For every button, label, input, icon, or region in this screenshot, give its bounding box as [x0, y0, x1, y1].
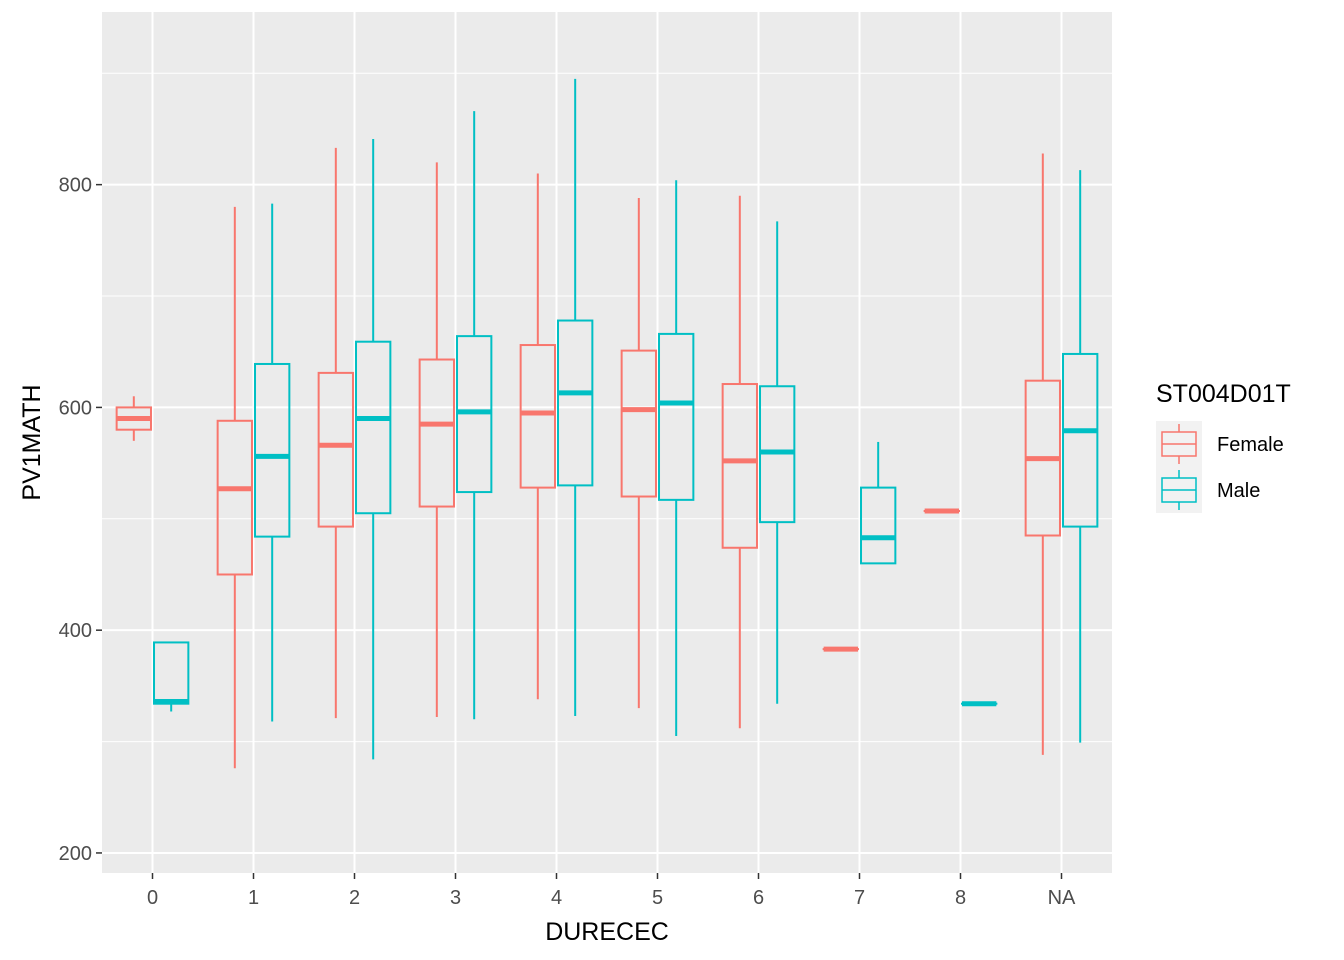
- y-tick-label: 800: [59, 175, 92, 197]
- y-tick-label: 400: [59, 620, 92, 642]
- box-iqr: [254, 362, 291, 538]
- x-tick-label: 1: [248, 887, 259, 909]
- legend-title: ST004D01T: [1156, 380, 1291, 408]
- x-tick-label: 5: [652, 887, 663, 909]
- box-male-2: [355, 138, 392, 760]
- x-tick-label: 6: [753, 887, 764, 909]
- box-male-NA: [1062, 170, 1099, 743]
- legend-item-female: Female: [1156, 421, 1284, 467]
- legend-label: Male: [1217, 480, 1260, 502]
- x-tick-label: 0: [147, 887, 158, 909]
- box-female-2: [317, 147, 354, 719]
- box-male-3: [456, 111, 493, 720]
- y-tick-label: 200: [59, 843, 92, 865]
- minor-gridlines: [102, 72, 1112, 743]
- box-iqr: [721, 383, 758, 549]
- box-female-1: [216, 206, 253, 769]
- plot-panel: [102, 12, 1112, 873]
- box-male-4: [557, 78, 594, 716]
- box-female-NA: [1024, 153, 1061, 755]
- x-axis: 0 1 2 3 4 5 6 7 8 NA: [147, 873, 1076, 909]
- box-male-0: [153, 641, 190, 712]
- box-male-7: [860, 441, 897, 565]
- legend-label: Female: [1217, 434, 1284, 456]
- box-male-1: [254, 203, 291, 722]
- legend-item-male: Male: [1156, 467, 1260, 513]
- x-tick-label: NA: [1048, 887, 1076, 909]
- x-axis-title: DURECEC: [545, 918, 669, 946]
- box-male-5: [658, 180, 695, 736]
- box-female-6: [721, 195, 758, 729]
- box-iqr: [418, 358, 455, 508]
- box-iqr: [620, 349, 657, 498]
- y-axis-title: PV1MATH: [18, 384, 46, 500]
- box-iqr: [216, 419, 253, 576]
- box-iqr: [658, 332, 695, 501]
- box-male-6: [759, 221, 796, 704]
- x-tick-label: 8: [955, 887, 966, 909]
- x-tick-label: 7: [854, 887, 865, 909]
- x-tick-label: 2: [349, 887, 360, 909]
- major-gridlines: [102, 12, 1112, 873]
- x-tick-label: 4: [551, 887, 562, 909]
- box-iqr: [557, 319, 594, 487]
- box-iqr: [317, 371, 354, 528]
- box-iqr: [519, 344, 556, 489]
- legend: ST004D01T Female Male: [1156, 380, 1291, 513]
- box-series: [115, 78, 1099, 769]
- x-tick-label: 3: [450, 887, 461, 909]
- y-axis: 200 400 600 800: [59, 175, 102, 865]
- box-iqr: [860, 486, 897, 565]
- box-female-4: [519, 173, 556, 700]
- legend-items: Female Male: [1156, 421, 1284, 513]
- box-female-0: [115, 396, 152, 441]
- box-female-5: [620, 198, 657, 709]
- box-iqr: [355, 340, 392, 515]
- y-tick-label: 600: [59, 397, 92, 419]
- box-iqr: [1062, 352, 1099, 528]
- box-female-3: [418, 162, 455, 718]
